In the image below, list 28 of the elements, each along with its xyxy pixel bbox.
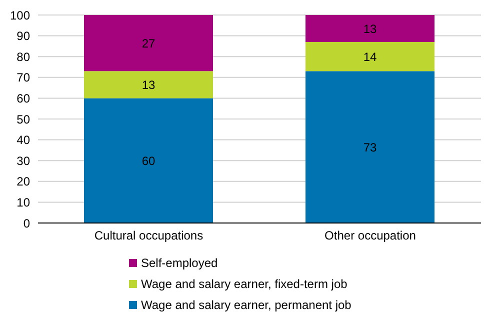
y-tick-label: 0 <box>23 216 30 230</box>
x-tick-label: Other occupation <box>324 228 416 243</box>
y-tick-label: 50 <box>16 112 30 126</box>
bar <box>306 42 434 72</box>
y-tick-label: 40 <box>16 133 30 148</box>
y-tick-label: 90 <box>16 29 30 44</box>
data-label: 73 <box>363 140 377 154</box>
y-tick-label: 80 <box>16 50 30 64</box>
data-label: 14 <box>363 50 377 64</box>
bar <box>84 71 213 98</box>
bar <box>306 15 434 42</box>
data-label: 13 <box>363 22 377 36</box>
bar <box>306 71 434 223</box>
data-label: 60 <box>142 154 156 168</box>
legend-label: Wage and salary earner, fixed-term job <box>141 276 348 290</box>
data-label: 27 <box>142 36 156 50</box>
bar <box>84 15 213 72</box>
bar <box>84 98 213 223</box>
x-tick-label: Cultural occupations <box>94 228 204 243</box>
y-tick-label: 30 <box>16 154 30 168</box>
y-tick-label: 70 <box>16 70 30 85</box>
legend-label: Self-employed <box>141 256 218 270</box>
y-tick-label: 20 <box>16 174 30 189</box>
data-label: 13 <box>142 78 156 92</box>
y-tick-label: 100 <box>10 8 30 22</box>
y-tick-label: 60 <box>16 91 30 106</box>
legend-label: Wage and salary earner, permanent job <box>141 298 352 312</box>
y-tick-label: 10 <box>16 195 30 210</box>
